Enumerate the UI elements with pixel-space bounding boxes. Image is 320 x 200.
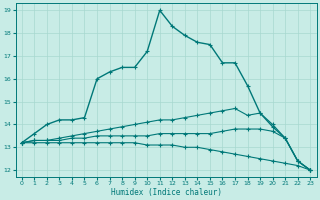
X-axis label: Humidex (Indice chaleur): Humidex (Indice chaleur) [110, 188, 221, 197]
